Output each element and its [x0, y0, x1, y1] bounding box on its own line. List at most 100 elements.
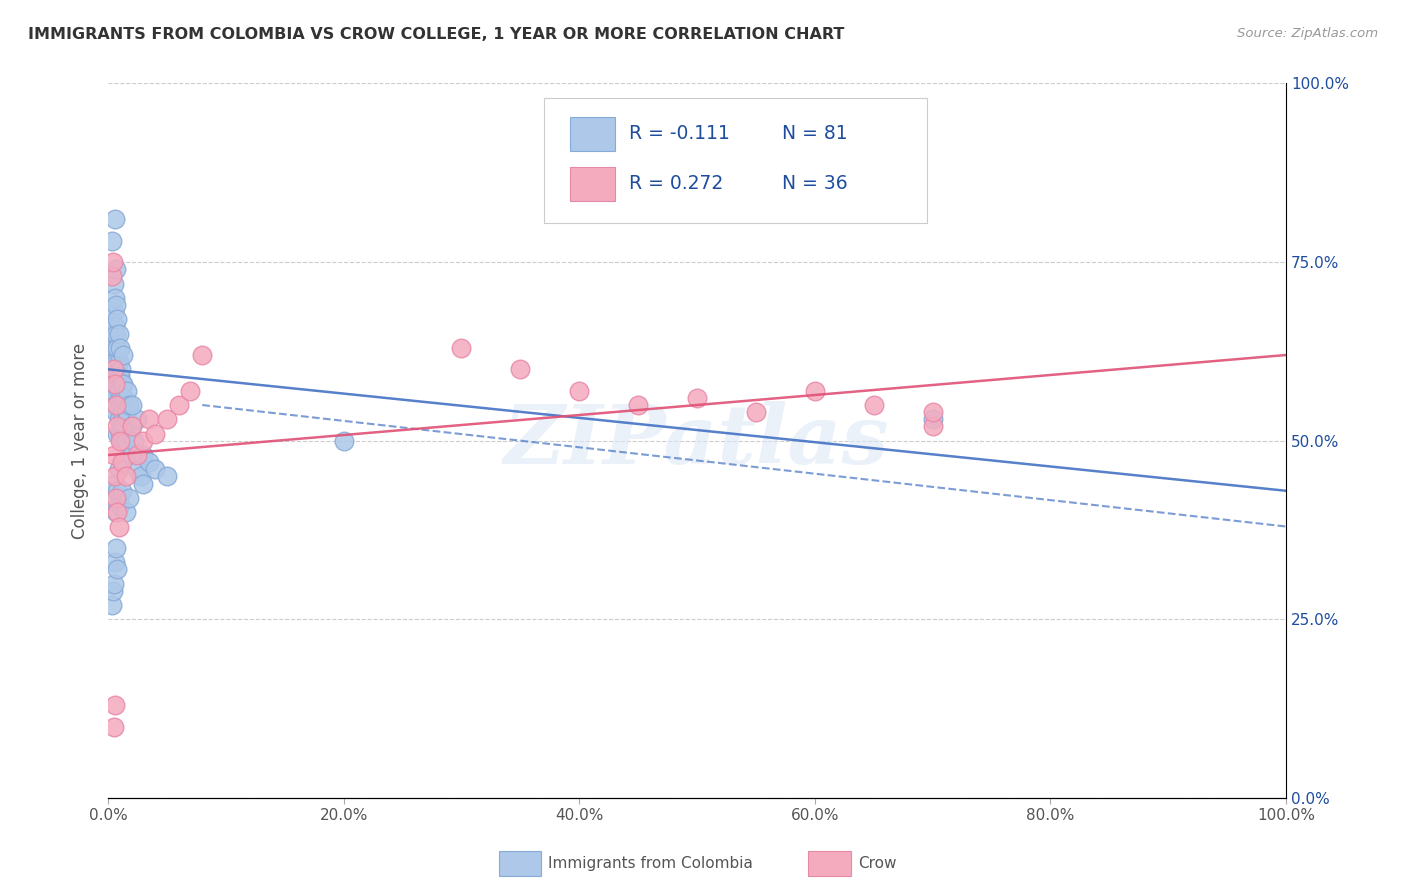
Point	[156, 412, 179, 426]
Point	[100, 376, 122, 391]
Point	[104, 476, 127, 491]
Point	[114, 434, 136, 448]
Point	[103, 448, 125, 462]
Point	[108, 341, 131, 355]
Point	[105, 298, 128, 312]
Point	[122, 434, 145, 448]
Point	[107, 483, 129, 498]
Point	[114, 505, 136, 519]
Point	[191, 348, 214, 362]
FancyBboxPatch shape	[569, 167, 614, 202]
Point	[105, 405, 128, 419]
Point	[112, 348, 135, 362]
Point	[101, 384, 124, 398]
Point	[103, 576, 125, 591]
Point	[103, 362, 125, 376]
Text: N = 36: N = 36	[782, 174, 848, 193]
Point	[156, 469, 179, 483]
Point	[107, 341, 129, 355]
Point	[862, 398, 884, 412]
Text: N = 81: N = 81	[782, 124, 848, 143]
Point	[111, 483, 134, 498]
Point	[107, 312, 129, 326]
Point	[103, 491, 125, 505]
Point	[108, 398, 131, 412]
Point	[138, 455, 160, 469]
Point	[105, 262, 128, 277]
Point	[104, 212, 127, 227]
Point	[107, 369, 129, 384]
Point	[107, 384, 129, 398]
Point	[104, 291, 127, 305]
Point	[108, 434, 131, 448]
Point	[118, 491, 141, 505]
Point	[107, 519, 129, 533]
FancyBboxPatch shape	[544, 98, 927, 223]
Point	[132, 434, 155, 448]
Point	[103, 720, 125, 734]
Point	[132, 448, 155, 462]
Text: Crow: Crow	[858, 856, 896, 871]
Point	[129, 469, 152, 483]
Point	[179, 384, 201, 398]
Text: R = -0.111: R = -0.111	[628, 124, 730, 143]
Point	[115, 412, 138, 426]
Point	[107, 412, 129, 426]
Point	[121, 448, 143, 462]
Point	[745, 405, 768, 419]
Point	[104, 469, 127, 483]
Text: Source: ZipAtlas.com: Source: ZipAtlas.com	[1237, 27, 1378, 40]
Point	[114, 469, 136, 483]
Point	[110, 419, 132, 434]
Point	[111, 455, 134, 469]
Text: Immigrants from Colombia: Immigrants from Colombia	[548, 856, 754, 871]
Text: ZIPatlas: ZIPatlas	[505, 401, 890, 481]
Point	[921, 412, 943, 426]
Point	[121, 419, 143, 434]
Point	[121, 419, 143, 434]
Point	[104, 369, 127, 384]
Point	[143, 462, 166, 476]
Point	[101, 255, 124, 269]
Point	[105, 398, 128, 412]
Point	[114, 419, 136, 434]
Point	[108, 369, 131, 384]
Point	[803, 384, 825, 398]
Point	[111, 405, 134, 419]
Point	[103, 334, 125, 348]
Point	[127, 462, 149, 476]
Point	[127, 448, 149, 462]
Point	[108, 498, 131, 512]
Point	[104, 341, 127, 355]
Point	[111, 434, 134, 448]
Point	[138, 412, 160, 426]
Point	[509, 362, 531, 376]
Point	[104, 319, 127, 334]
Point	[100, 269, 122, 284]
Point	[111, 376, 134, 391]
Point	[107, 419, 129, 434]
Point	[107, 326, 129, 341]
Point	[450, 341, 472, 355]
Point	[107, 505, 129, 519]
Point	[568, 384, 591, 398]
Point	[107, 355, 129, 369]
Point	[104, 376, 127, 391]
Point	[132, 476, 155, 491]
Point	[103, 277, 125, 291]
Text: IMMIGRANTS FROM COLOMBIA VS CROW COLLEGE, 1 YEAR OR MORE CORRELATION CHART: IMMIGRANTS FROM COLOMBIA VS CROW COLLEGE…	[28, 27, 845, 42]
Text: R = 0.272: R = 0.272	[628, 174, 723, 193]
Point	[112, 376, 135, 391]
Point	[686, 391, 709, 405]
Point	[103, 362, 125, 376]
Point	[143, 426, 166, 441]
Point	[115, 384, 138, 398]
Point	[100, 348, 122, 362]
Point	[101, 326, 124, 341]
Point	[105, 355, 128, 369]
Point	[101, 355, 124, 369]
Point	[104, 555, 127, 569]
Point	[114, 405, 136, 419]
Point	[105, 376, 128, 391]
Point	[686, 148, 709, 162]
